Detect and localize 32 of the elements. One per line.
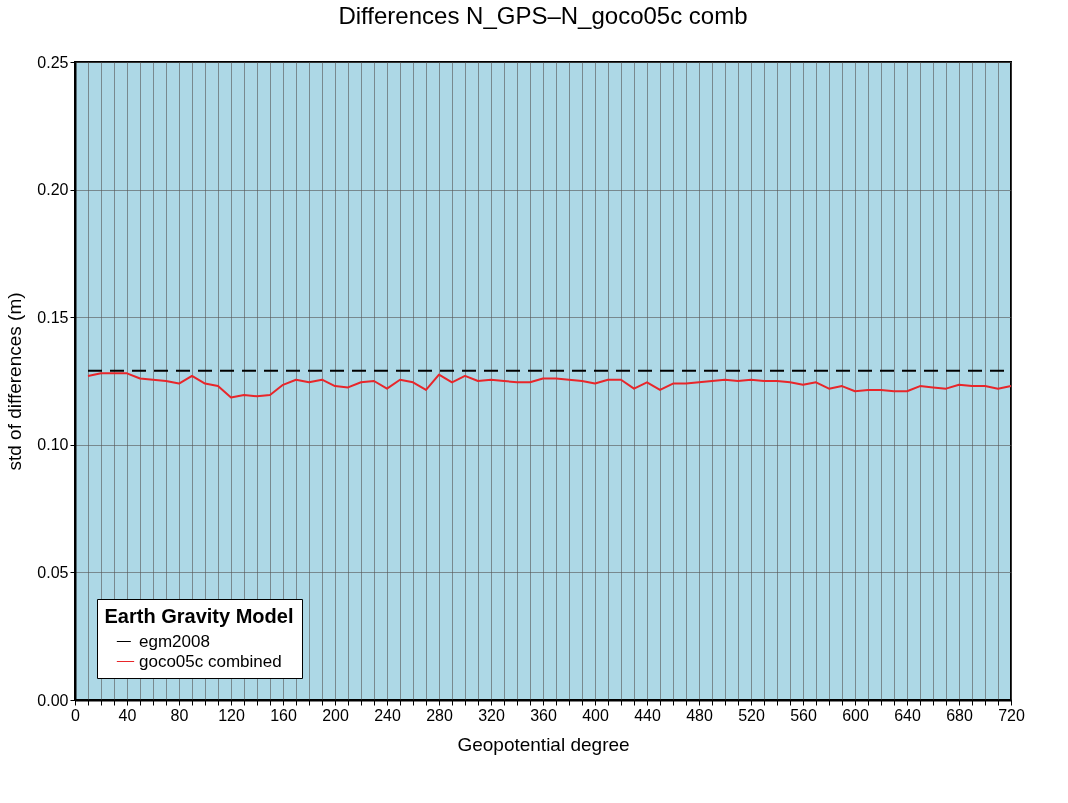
y-tick-label: 0.20 (37, 181, 69, 199)
x-tick-label: 680 (946, 706, 973, 724)
x-tick-label: 720 (998, 706, 1025, 724)
x-tick-label: 120 (218, 706, 245, 724)
legend-label: goco05c combined (139, 651, 282, 671)
y-tick-label: 0.15 (37, 308, 69, 326)
legend-title: Earth Gravity Model (104, 605, 294, 627)
x-tick-label: 440 (634, 706, 661, 724)
x-axis-title: Geopotential degree (457, 733, 630, 755)
y-tick-label: 0.05 (37, 563, 69, 581)
x-tick-label: 520 (738, 706, 765, 724)
x-tick-label: 560 (790, 706, 817, 724)
y-axis-title: std of differences (m) (4, 292, 26, 471)
x-tick-label: 0 (71, 706, 81, 724)
x-tick-label: 320 (478, 706, 505, 724)
x-tick-label: 400 (582, 706, 609, 724)
y-tick-label: 0.00 (37, 691, 69, 709)
y-tick-label: 0.25 (37, 53, 69, 71)
x-tick-label: 200 (322, 706, 349, 724)
x-tick-label: 640 (894, 706, 921, 724)
line-series (87, 372, 1012, 399)
x-tick-label: 280 (426, 706, 453, 724)
x-tick-label: 80 (170, 706, 189, 724)
legend-label: egm2008 (139, 631, 210, 651)
x-tick-label: 600 (842, 706, 869, 724)
y-tick-label: 0.10 (37, 436, 69, 454)
x-tick-label: 160 (270, 706, 297, 724)
x-tick-label: 360 (530, 706, 557, 724)
x-tick-label: 40 (118, 706, 137, 724)
x-tick-label: 240 (374, 706, 401, 724)
chart-title: Differences N_GPS–N_goco05c comb (338, 2, 748, 29)
x-tick-label: 480 (686, 706, 713, 724)
